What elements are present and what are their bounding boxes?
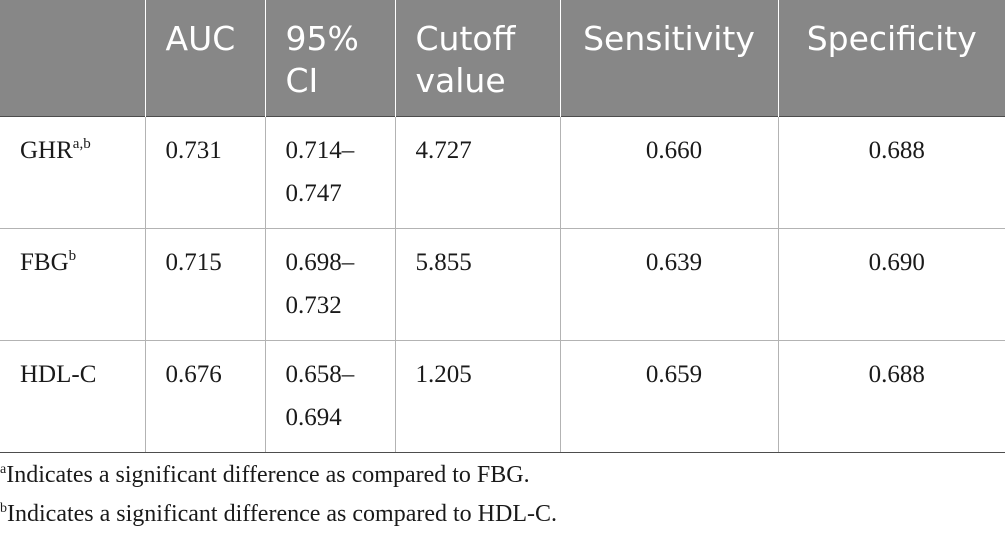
cell-specificity: 0.688 (777, 340, 1005, 453)
table-row: FBGb 0.715 0.698– 0.732 5.855 0.639 0.69… (0, 228, 1005, 341)
cell-specificity: 0.688 (777, 116, 1005, 229)
header-row: AUC 95% CI Cutoff value Sensitivity Spec… (0, 0, 1005, 117)
table-footnotes: aIndicates a significant difference as c… (0, 456, 1005, 534)
header-ci-line2: CI (285, 61, 319, 100)
table-body: GHRa,b 0.731 0.714– 0.747 4.727 0.660 0.… (0, 116, 1005, 453)
footnote-mark: a (0, 462, 7, 477)
roc-comparison-table: AUC 95% CI Cutoff value Sensitivity Spec… (0, 0, 1005, 453)
cell-ci: 0.714– 0.747 (264, 116, 395, 229)
row-label: HDL-C (0, 340, 145, 453)
header-cutoff-line1: Cutoff (415, 19, 516, 58)
footnote-text: Indicates a significant difference as co… (6, 462, 530, 488)
cell-ci-high: 0.694 (285, 404, 342, 431)
cell-cutoff: 4.727 (394, 116, 560, 229)
cell-ci-low: 0.658– (285, 361, 355, 388)
header-cutoff-line2: value (415, 61, 506, 100)
cell-auc: 0.731 (144, 116, 265, 229)
row-label-text: HDL-C (20, 361, 97, 388)
footnote-text: Indicates a significant difference as co… (7, 501, 558, 527)
roc-table-container: AUC 95% CI Cutoff value Sensitivity Spec… (0, 0, 1005, 453)
cell-sensitivity: 0.639 (559, 228, 778, 341)
row-label-text: FBG (20, 249, 69, 276)
cell-sensitivity: 0.660 (559, 116, 778, 229)
cell-sensitivity: 0.659 (559, 340, 778, 453)
table-row: GHRa,b 0.731 0.714– 0.747 4.727 0.660 0.… (0, 116, 1005, 229)
cell-auc: 0.676 (144, 340, 265, 453)
header-specificity: Specificity (777, 0, 1005, 117)
cell-auc: 0.715 (144, 228, 265, 341)
header-cutoff: Cutoff value (394, 0, 560, 117)
row-label: FBGb (0, 228, 145, 341)
cell-cutoff: 1.205 (394, 340, 560, 453)
row-label: GHRa,b (0, 116, 145, 229)
cell-ci-low: 0.698– (285, 249, 355, 276)
header-metric (0, 0, 145, 117)
footnote: bIndicates a significant difference as c… (0, 495, 1005, 534)
cell-ci-high: 0.747 (285, 180, 342, 207)
cell-cutoff: 5.855 (394, 228, 560, 341)
table-header: AUC 95% CI Cutoff value Sensitivity Spec… (0, 0, 1005, 117)
cell-specificity: 0.690 (777, 228, 1005, 341)
cell-ci: 0.658– 0.694 (264, 340, 395, 453)
header-ci-line1: 95% (285, 19, 359, 58)
cell-ci: 0.698– 0.732 (264, 228, 395, 341)
row-label-superscript: a,b (72, 136, 91, 152)
footnote: aIndicates a significant difference as c… (0, 456, 1005, 495)
row-label-text: GHR (20, 137, 73, 164)
table-row: HDL-C 0.676 0.658– 0.694 1.205 0.659 0.6… (0, 340, 1005, 453)
header-ci: 95% CI (264, 0, 395, 117)
cell-ci-low: 0.714– (285, 137, 355, 164)
cell-ci-high: 0.732 (285, 292, 342, 319)
row-label-superscript: b (68, 248, 77, 264)
footnote-mark: b (0, 501, 7, 516)
header-sensitivity: Sensitivity (559, 0, 778, 117)
header-auc: AUC (144, 0, 265, 117)
